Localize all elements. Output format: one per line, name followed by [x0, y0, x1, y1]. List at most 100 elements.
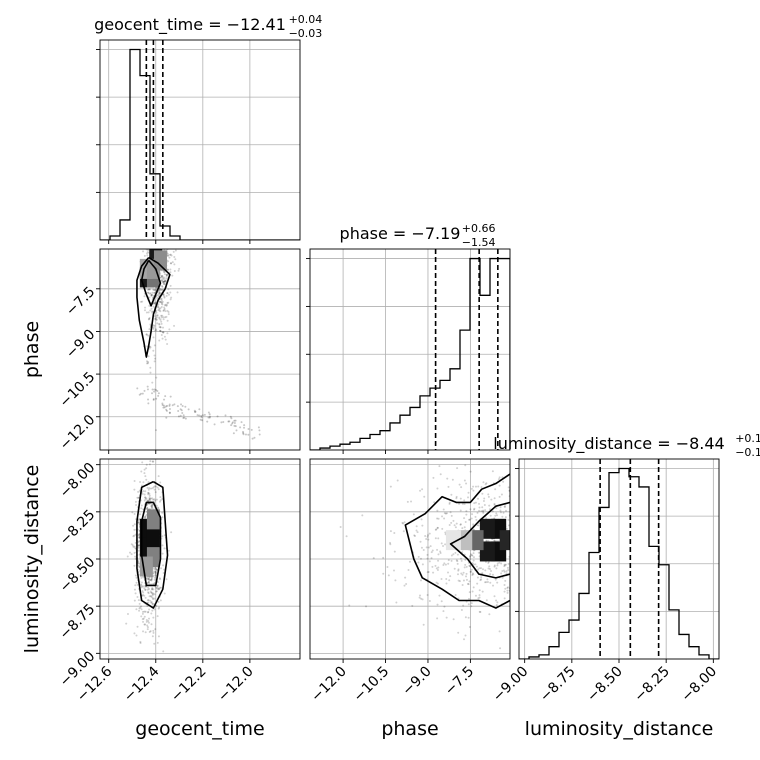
- scatter-point: [144, 498, 147, 501]
- scatter-point: [582, 606, 584, 608]
- scatter-point: [549, 605, 551, 607]
- scatter-point: [510, 493, 512, 495]
- scatter-point: [167, 313, 170, 316]
- scatter-point: [146, 251, 149, 254]
- scatter-point: [443, 512, 446, 515]
- scatter-point: [453, 524, 456, 527]
- scatter-point: [634, 501, 636, 503]
- scatter-point: [521, 477, 523, 479]
- scatter-point: [250, 428, 253, 431]
- scatter-point: [530, 510, 532, 512]
- scatter-point: [550, 636, 552, 638]
- scatter-point: [152, 598, 155, 601]
- scatter-point: [504, 563, 507, 566]
- scatter-point: [159, 578, 162, 581]
- scatter-point: [152, 486, 155, 489]
- scatter-point: [153, 388, 156, 391]
- scatter-point: [143, 309, 146, 312]
- scatter-point: [147, 176, 149, 178]
- scatter-point: [488, 508, 491, 511]
- scatter-point: [499, 511, 502, 514]
- scatter-point: [148, 215, 150, 217]
- scatter-point: [134, 500, 137, 503]
- scatter-point: [471, 572, 474, 575]
- scatter-point: [165, 206, 167, 208]
- scatter-point: [153, 568, 156, 571]
- scatter-point: [169, 221, 171, 223]
- scatter-point: [154, 499, 157, 502]
- scatter-point: [198, 414, 201, 417]
- scatter-point: [155, 388, 158, 391]
- scatter-point: [526, 484, 528, 486]
- scatter-point: [148, 496, 151, 499]
- scatter-point: [465, 575, 468, 578]
- scatter-point: [147, 311, 150, 314]
- scatter-point: [539, 559, 541, 561]
- scatter-point: [163, 280, 166, 283]
- scatter-point: [546, 498, 548, 500]
- scatter-point: [452, 618, 455, 621]
- scatter-point: [468, 625, 471, 628]
- scatter-point: [165, 214, 167, 216]
- scatter-point: [148, 443, 150, 445]
- scatter-point: [503, 505, 506, 508]
- scatter-point: [445, 616, 448, 619]
- y-tick-label: −10.5: [57, 369, 99, 411]
- scatter-point: [163, 406, 166, 409]
- scatter-point: [171, 404, 174, 407]
- scatter-point: [163, 247, 165, 249]
- scatter-point: [551, 581, 553, 583]
- scatter-point: [160, 246, 162, 248]
- scatter-point: [554, 526, 556, 528]
- scatter-point: [147, 601, 150, 604]
- scatter-point: [463, 517, 466, 520]
- scatter-point: [534, 531, 536, 533]
- y-tick-label: −8.75: [57, 601, 99, 643]
- scatter-point: [513, 519, 515, 521]
- scatter-point: [147, 218, 149, 220]
- scatter-point: [152, 592, 155, 595]
- scatter-point: [146, 254, 149, 257]
- scatter-point: [133, 512, 136, 515]
- scatter-point: [141, 612, 144, 615]
- scatter-point: [153, 390, 156, 393]
- scatter-point: [143, 472, 146, 475]
- scatter-point: [487, 567, 490, 570]
- scatter-point: [150, 591, 153, 594]
- scatter-point: [157, 600, 160, 603]
- scatter-point: [147, 499, 150, 502]
- scatter-point: [151, 237, 153, 239]
- scatter-point: [164, 316, 167, 319]
- scatter-point: [157, 241, 159, 243]
- scatter-point: [444, 531, 447, 534]
- scatter-point: [500, 562, 503, 565]
- scatter-point: [158, 588, 161, 591]
- scatter-point: [143, 468, 146, 471]
- scatter-point: [160, 314, 163, 317]
- scatter-point: [152, 288, 155, 291]
- scatter-point: [143, 623, 146, 626]
- panel-border: [309, 458, 511, 660]
- scatter-point: [544, 555, 546, 557]
- scatter-point: [529, 557, 531, 559]
- scatter-point: [496, 514, 499, 517]
- scatter-point: [156, 584, 159, 587]
- scatter-point: [157, 507, 160, 510]
- scatter-point: [162, 571, 165, 574]
- scatter-point: [150, 207, 152, 209]
- scatter-point: [542, 575, 544, 577]
- scatter-point: [522, 511, 524, 513]
- scatter-point: [165, 578, 168, 581]
- scatter-point: [152, 243, 154, 245]
- scatter-point: [542, 528, 544, 530]
- scatter-point: [472, 552, 475, 555]
- panel-border: [99, 39, 301, 241]
- scatter-point: [151, 576, 154, 579]
- scatter-point: [506, 586, 509, 589]
- scatter-point: [433, 501, 436, 504]
- scatter-point: [170, 254, 173, 257]
- y-tick-label: −8.00: [57, 460, 99, 502]
- scatter-point: [494, 578, 497, 581]
- scatter-point: [164, 236, 166, 238]
